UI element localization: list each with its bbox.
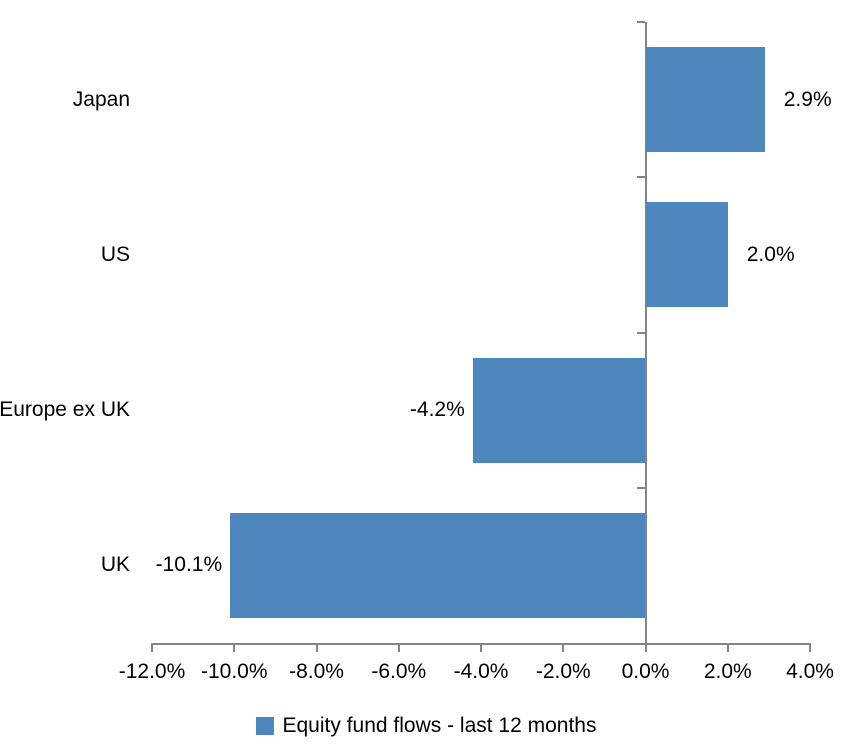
x-axis-tick [151, 645, 153, 652]
y-axis-line [644, 22, 647, 643]
x-axis-tick-label: 4.0% [786, 660, 834, 683]
category-label-us: US [100, 242, 130, 266]
x-axis-tick-label: -2.0% [535, 660, 591, 683]
y-axis-tick [636, 176, 645, 179]
x-axis-tick [397, 645, 400, 652]
data-label-europe-ex-uk: -4.2% [409, 398, 465, 422]
bar-europe-ex-uk [472, 357, 646, 463]
data-label-us: 2.0% [746, 242, 795, 266]
bar-uk [230, 512, 646, 618]
x-axis-tick [644, 645, 647, 652]
legend-swatch-icon [255, 717, 274, 735]
x-axis-tick [726, 645, 729, 652]
category-label-uk: UK [100, 553, 130, 577]
x-axis-tick-label: -4.0% [453, 660, 509, 683]
x-axis-line [151, 643, 811, 645]
data-label-japan: 2.9% [783, 87, 832, 111]
data-label-uk: -10.1% [155, 553, 223, 577]
y-axis-tick [636, 486, 645, 489]
bar-us [645, 202, 728, 308]
x-axis-tick-label: 2.0% [703, 660, 752, 683]
x-axis-tick [562, 645, 565, 652]
x-axis-tick-label: 0.0% [621, 660, 670, 683]
x-axis-tick [233, 645, 236, 652]
x-axis-tick [315, 645, 318, 652]
category-label-europe-ex-uk: Europe ex UK [0, 398, 130, 422]
x-axis-tick-label: -12.0% [118, 660, 186, 683]
x-axis-tick-label: -6.0% [371, 660, 427, 683]
category-label-japan: Japan [72, 87, 130, 111]
y-axis-tick [636, 21, 645, 23]
x-axis-tick-label: -8.0% [289, 660, 344, 683]
x-axis-tick [809, 645, 811, 652]
chart-legend: Equity fund flows - last 12 months [0, 713, 852, 739]
legend-label: Equity fund flows - last 12 months [282, 714, 597, 737]
y-axis-tick [636, 331, 645, 334]
x-axis-tick-label: -10.0% [200, 660, 268, 683]
x-axis-tick [480, 645, 482, 652]
bar-japan [645, 47, 765, 153]
